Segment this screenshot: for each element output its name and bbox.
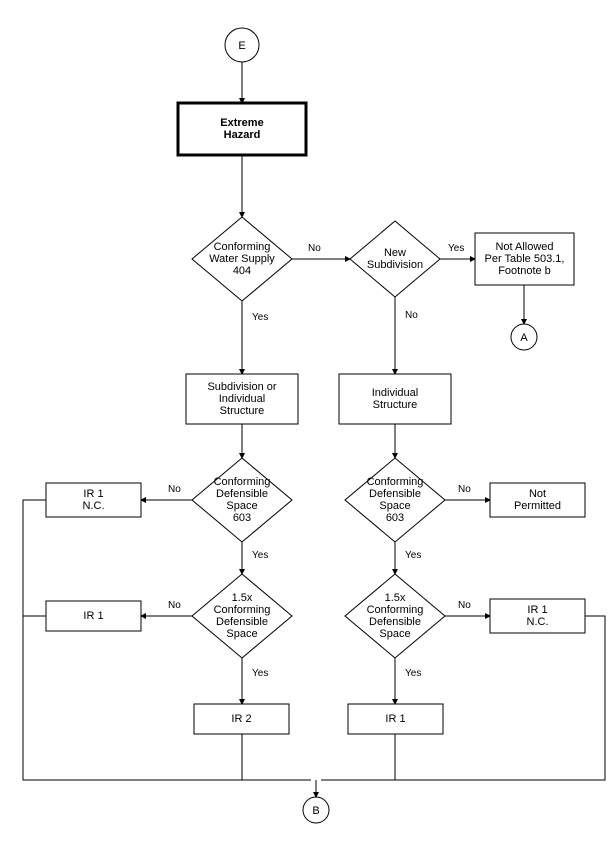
node-E-label: E	[238, 40, 245, 52]
node-text: IR 1	[385, 713, 405, 725]
node-text: 1.5x	[385, 592, 406, 604]
node-text: Subdivision	[367, 259, 423, 271]
flow-edge	[23, 500, 311, 780]
node-text: Water Supply	[209, 253, 275, 265]
node-text: Defensible	[369, 488, 421, 500]
node-A-label: A	[520, 332, 528, 344]
node-text: Footnote b	[498, 265, 551, 277]
node-text: Hazard	[224, 129, 261, 141]
node-text: Structure	[220, 405, 265, 417]
edge-label: No	[458, 484, 471, 495]
node-text: Individual	[219, 393, 265, 405]
edge-label: Yes	[405, 668, 421, 679]
node-text: Conforming	[214, 604, 271, 616]
node-text: 1.5x	[232, 592, 253, 604]
node-text: Space	[379, 500, 410, 512]
edge-label: No	[458, 600, 471, 611]
edge-label: Yes	[252, 668, 268, 679]
flow-edge	[321, 734, 395, 780]
node-text: Defensible	[369, 616, 421, 628]
node-text: 603	[233, 512, 251, 524]
node-text: Extreme	[220, 117, 263, 129]
node-text: IR 1	[83, 610, 103, 622]
node-text: Conforming	[367, 476, 424, 488]
node-text: Space	[226, 500, 257, 512]
edge-label: No	[168, 600, 181, 611]
node-text: Per Table 503.1,	[485, 253, 565, 265]
node-text: IR 1	[527, 604, 547, 616]
node-text: IR 2	[231, 713, 251, 725]
edge-label: No	[308, 243, 321, 254]
edge-label: No	[168, 484, 181, 495]
node-text: N.C.	[527, 616, 549, 628]
node-text: Permitted	[514, 500, 561, 512]
node-text: 603	[386, 512, 404, 524]
edge-label: Yes	[252, 550, 268, 561]
node-text: Conforming	[214, 241, 271, 253]
edge-label: Yes	[252, 312, 268, 323]
flow-edge	[242, 734, 311, 780]
node-text: Subdivision or	[207, 381, 276, 393]
node-text: Conforming	[214, 476, 271, 488]
node-text: Not Allowed	[495, 241, 553, 253]
edge-label: Yes	[405, 550, 421, 561]
node-text: Individual	[372, 387, 418, 399]
node-text: Conforming	[367, 604, 424, 616]
node-text: Structure	[373, 399, 418, 411]
node-text: N.C.	[83, 500, 105, 512]
node-text: New	[384, 247, 406, 259]
node-text: 404	[233, 265, 251, 277]
node-text: Defensible	[216, 488, 268, 500]
flow-edge	[321, 616, 605, 780]
edge-label: No	[405, 310, 418, 321]
node-text: Space	[379, 628, 410, 640]
node-text: IR 1	[83, 488, 103, 500]
node-text: Defensible	[216, 616, 268, 628]
node-B-label: B	[312, 805, 319, 817]
edge-label: Yes	[448, 243, 464, 254]
node-text: Space	[226, 628, 257, 640]
node-text: Not	[529, 488, 546, 500]
